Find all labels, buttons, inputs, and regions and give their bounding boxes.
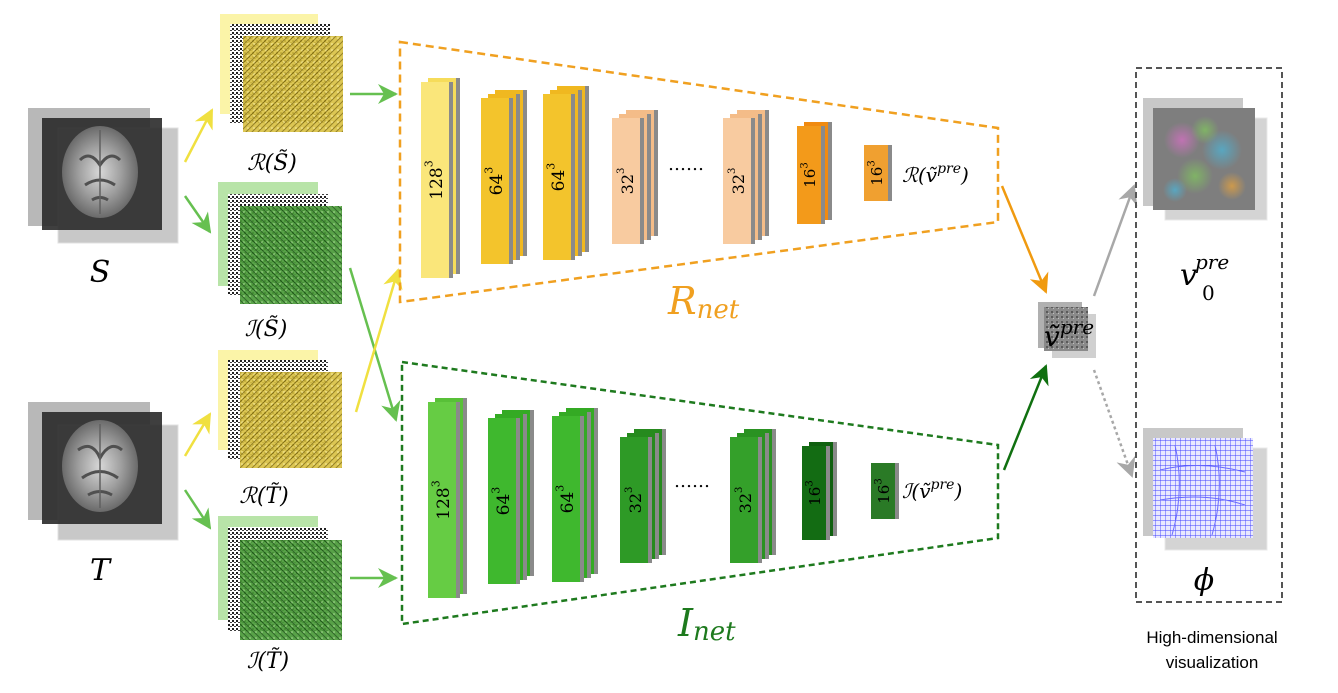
phi-label: ϕ (1194, 563, 1214, 598)
arrow-inet-to-combined (1002, 364, 1049, 471)
rnet-layer-label-6: 163 (799, 162, 819, 187)
arrow-real-t-to-rnet (354, 268, 403, 413)
arrow-s-to-real (183, 108, 214, 163)
caption-line2: visualization (1166, 653, 1259, 672)
inet-title: Inet (677, 601, 736, 647)
rnet-layer-4: 323 (612, 110, 658, 244)
rnet-layers: 1283 643 643 323 323 163 163 (421, 78, 892, 278)
inet-layer-label-4: 323 (623, 487, 644, 514)
rnet-layer-1: 1283 (421, 78, 460, 278)
visualization-box (1135, 67, 1283, 603)
feature-map-real-source (220, 14, 343, 132)
inet-layer-5: 323 (730, 429, 776, 563)
rnet-title: Rnet (667, 279, 740, 325)
deformation-field-visual (1143, 428, 1268, 551)
inet-layer-label-1: 1283 (429, 480, 453, 519)
velocity-label: vpre 0 (1180, 250, 1229, 305)
feature-map-real-target (218, 350, 342, 468)
arrow-rnet-to-combined (1000, 185, 1049, 294)
target-label: T (90, 553, 112, 588)
inet-layer-label-6: 163 (804, 480, 824, 505)
inet-layer-1: 1283 (428, 398, 467, 598)
inet-layer-label-2: 643 (489, 487, 513, 516)
rnet-layer-label-4: 323 (615, 168, 636, 195)
rnet-layer-3: 643 (543, 86, 589, 260)
inet-layer-3: 643 (552, 408, 598, 582)
source-label: S (90, 255, 111, 290)
rnet-layer-7: 163 (864, 145, 892, 201)
rnet-layer-2: 643 (481, 90, 527, 264)
feature-label-imag-source: ℐ(S̃) (245, 316, 288, 342)
inet-layer-label-7: 163 (873, 478, 893, 503)
inet-layer-4: 323 (620, 429, 666, 563)
rnet-output-label: ℛ(ṽpre) (902, 161, 969, 187)
arrow-t-to-real (183, 412, 212, 457)
inet-layer-6: 163 (802, 442, 837, 540)
caption-line1: High-dimensional (1146, 628, 1277, 647)
rnet-layer-label-5: 323 (726, 168, 747, 195)
rnet-layer-label-3: 643 (544, 163, 568, 192)
inet-layer-label-5: 323 (733, 487, 754, 514)
combined-label: ṽpre (1044, 315, 1094, 353)
feature-label-real-target: ℛ(T̃) (239, 483, 288, 509)
arrow-imag-s-to-inet (348, 267, 401, 422)
rnet-layer-label-7: 163 (866, 160, 886, 185)
inet-layer-2: 643 (488, 410, 534, 584)
source-image-volume (28, 108, 179, 244)
feature-map-imag-source (218, 182, 342, 304)
feature-map-imag-target (218, 516, 342, 640)
arrow-t-to-imag (183, 489, 212, 530)
target-image-volume (28, 402, 179, 541)
rnet-ellipsis: …… (668, 154, 704, 175)
inet-boundary (400, 360, 1000, 626)
rnet-layer-label-2: 643 (482, 167, 506, 196)
arrow-to-deformation (1092, 369, 1136, 478)
combined-prediction-volume (1038, 302, 1096, 358)
inet-output-label: ℐ(ṽpre) (902, 477, 962, 503)
rnet-layer-label-1: 1283 (422, 160, 446, 199)
inet-ellipsis: …… (674, 471, 710, 492)
feature-label-imag-target: ℐ(T̃) (247, 648, 289, 674)
velocity-field-visual (1143, 98, 1268, 221)
inet-layer-label-3: 643 (553, 485, 577, 514)
rnet-layer-6: 163 (797, 122, 832, 224)
arrow-to-velocity (1092, 184, 1138, 297)
arrow-s-to-imag (183, 195, 212, 234)
inet-layer-7: 163 (871, 463, 899, 519)
feature-label-real-source: ℛ(S̃) (247, 150, 297, 176)
rnet-layer-5: 323 (723, 110, 769, 244)
inet-layers: 1283 643 643 323 323 163 163 (428, 398, 899, 598)
